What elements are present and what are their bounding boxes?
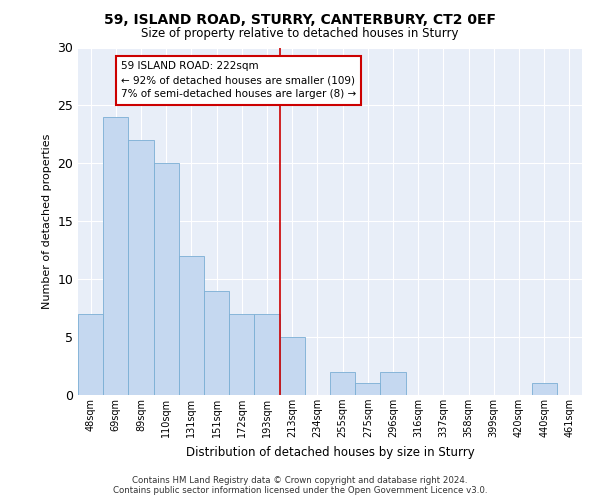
Bar bbox=[355, 384, 380, 395]
Bar bbox=[229, 314, 254, 395]
Bar bbox=[78, 314, 103, 395]
Bar bbox=[330, 372, 355, 395]
Bar bbox=[254, 314, 280, 395]
Text: Contains HM Land Registry data © Crown copyright and database right 2024.
Contai: Contains HM Land Registry data © Crown c… bbox=[113, 476, 487, 495]
Text: Size of property relative to detached houses in Sturry: Size of property relative to detached ho… bbox=[141, 28, 459, 40]
Bar bbox=[380, 372, 406, 395]
Bar bbox=[280, 337, 305, 395]
Bar bbox=[128, 140, 154, 395]
Text: 59 ISLAND ROAD: 222sqm
← 92% of detached houses are smaller (109)
7% of semi-det: 59 ISLAND ROAD: 222sqm ← 92% of detached… bbox=[121, 62, 356, 100]
Bar bbox=[103, 117, 128, 395]
Bar bbox=[204, 291, 229, 395]
Bar bbox=[154, 164, 179, 395]
Bar bbox=[179, 256, 204, 395]
Bar bbox=[532, 384, 557, 395]
Y-axis label: Number of detached properties: Number of detached properties bbox=[42, 134, 52, 309]
X-axis label: Distribution of detached houses by size in Sturry: Distribution of detached houses by size … bbox=[185, 446, 475, 458]
Text: 59, ISLAND ROAD, STURRY, CANTERBURY, CT2 0EF: 59, ISLAND ROAD, STURRY, CANTERBURY, CT2… bbox=[104, 12, 496, 26]
